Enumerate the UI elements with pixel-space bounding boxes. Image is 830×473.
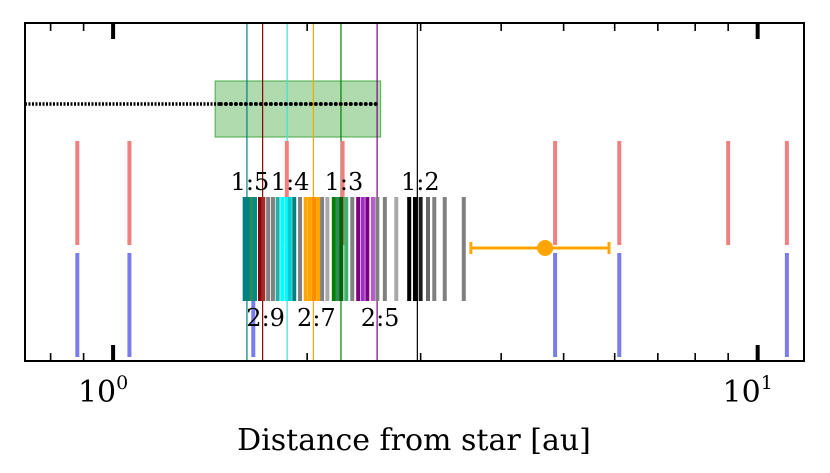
black-dot <box>363 102 368 106</box>
black-dot <box>323 102 328 106</box>
ratio-label-bottom: 2:7 <box>297 304 336 332</box>
black-dot <box>293 102 298 106</box>
black-dot <box>353 102 358 106</box>
black-dot <box>308 102 313 106</box>
planet-marker <box>537 240 554 256</box>
black-dot <box>373 102 378 106</box>
black-dot <box>358 102 363 106</box>
ratio-label-bottom: 2:9 <box>246 304 285 332</box>
black-dot <box>303 102 308 106</box>
planet-layer <box>469 240 611 256</box>
black-dot <box>218 102 223 106</box>
black-dot <box>348 102 353 106</box>
x-tick-label: 101 <box>723 372 773 410</box>
black-dot <box>223 102 228 106</box>
black-dot-track-layer <box>25 102 378 106</box>
black-dot <box>298 102 303 106</box>
black-dot <box>238 102 243 106</box>
axis-tick-labels-layer: 100 101 <box>78 372 773 410</box>
x-axis-title: Distance from star [au] <box>237 423 591 458</box>
x-tick-label-exponent: 1 <box>761 372 773 394</box>
black-dot <box>228 102 233 106</box>
ratio-label-top: 1:2 <box>401 168 440 196</box>
ratio-label-top: 1:5 <box>231 168 270 196</box>
black-dot <box>333 102 338 106</box>
shaded-region-layer <box>214 80 382 138</box>
black-dot <box>253 102 258 106</box>
black-dot <box>368 102 373 106</box>
ratio-label-top: 1:3 <box>325 168 364 196</box>
plot-frame <box>24 22 805 362</box>
ratio-labels-layer: 1:5 1:4 1:3 1:2 2:9 2:7 2:5 <box>231 168 440 332</box>
ratio-label-top: 1:4 <box>271 168 310 196</box>
x-tick-label-exponent: 0 <box>116 372 128 394</box>
x-tick-label: 100 <box>78 372 128 410</box>
black-dot <box>288 102 293 106</box>
black-dot <box>318 102 323 106</box>
black-dot <box>248 102 253 106</box>
black-dot <box>268 102 273 106</box>
black-dot <box>258 102 263 106</box>
blue-bars-layer <box>75 253 789 357</box>
comb-bars-layer <box>242 197 466 301</box>
black-dot <box>243 102 248 106</box>
black-dot <box>278 102 283 106</box>
black-dot <box>273 102 278 106</box>
black-dot <box>263 102 268 106</box>
black-dot <box>313 102 318 106</box>
shaded-region <box>214 80 382 138</box>
black-dot <box>233 102 238 106</box>
black-dot <box>343 102 348 106</box>
ratio-label-bottom: 2:5 <box>361 304 400 332</box>
black-dot <box>328 102 333 106</box>
axis-ticks-layer <box>49 23 760 361</box>
black-dot <box>283 102 288 106</box>
black-dot <box>338 102 343 106</box>
